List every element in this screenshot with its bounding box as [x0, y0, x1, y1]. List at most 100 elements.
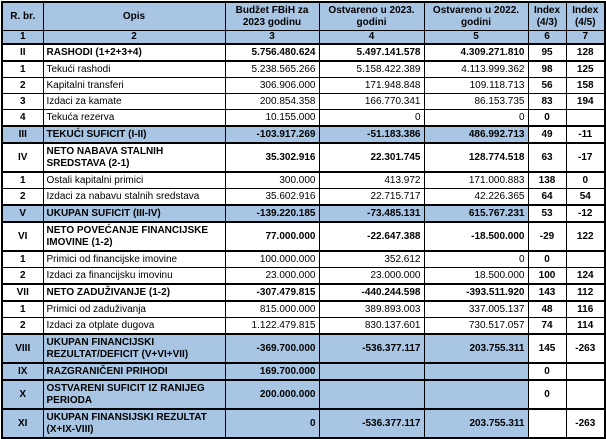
- cell-index-4-5: 114: [565, 317, 606, 335]
- cell-actual-2023: 5.497.141.578: [318, 43, 425, 62]
- cell-row-number: 1: [1, 250, 44, 268]
- cell-row-number: 3: [1, 93, 44, 110]
- cell-row-number: 1: [1, 300, 44, 318]
- table-row: 1 Primici od financijske imovine 100.000…: [1, 250, 606, 268]
- cell-actual-2023: 0: [318, 109, 425, 127]
- table-header: R. br. Opis Budžet FBiH za 2023 godinu O…: [1, 1, 606, 45]
- cell-actual-2022: 730.517.057: [423, 317, 529, 335]
- cell-description: Primici od financijske imovine: [42, 250, 226, 268]
- cell-actual-2023: 352.612: [318, 250, 425, 268]
- cell-row-number: VI: [1, 221, 44, 252]
- cell-row-number: V: [1, 204, 44, 223]
- cell-description: NETO POVEĆANJE FINANCIJSKE IMOVINE (1-2): [42, 221, 226, 252]
- cell-index-4-5: -263: [565, 408, 606, 439]
- cell-description: UKUPAN FINANSIJSKI REZULTAT (X+IX-VIII): [42, 408, 226, 439]
- cell-budget-2023: 0: [224, 408, 320, 439]
- cell-description: TEKUĆI SUFICIT (I-II): [42, 125, 226, 144]
- table-body: II RASHODI (1+2+3+4) 5.756.480.624 5.497…: [1, 43, 606, 439]
- cell-description: UKUPAN SUFICIT (III-IV): [42, 204, 226, 223]
- cell-actual-2022: 42.226.365: [423, 188, 529, 206]
- cell-actual-2023: 22.301.745: [318, 142, 425, 173]
- cell-description: Izdaci za nabavu stalnih sredstava: [42, 188, 226, 206]
- cell-index-4-3: 53: [527, 204, 567, 223]
- cell-actual-2023: -440.244.598: [318, 283, 425, 302]
- cell-budget-2023: -103.917.269: [224, 125, 320, 144]
- cell-row-number: 2: [1, 317, 44, 335]
- cell-actual-2022: 486.992.713: [423, 125, 529, 144]
- table-row: VI NETO POVEĆANJE FINANCIJSKE IMOVINE (1…: [1, 221, 606, 252]
- cell-actual-2022: 0: [423, 109, 529, 127]
- header-label-row: R. br. Opis Budžet FBiH za 2023 godinu O…: [1, 1, 606, 31]
- cell-index-4-3: -29: [527, 221, 567, 252]
- cell-index-4-3: 0: [527, 109, 567, 127]
- col-number-3: 3: [224, 30, 320, 45]
- cell-index-4-5: [565, 379, 606, 410]
- cell-actual-2022: 203.755.311: [423, 333, 529, 364]
- table-row: II RASHODI (1+2+3+4) 5.756.480.624 5.497…: [1, 43, 606, 62]
- table-row: IV NETO NABAVA STALNIH SREDSTAVA (2-1) 3…: [1, 142, 606, 173]
- cell-row-number: 2: [1, 188, 44, 206]
- cell-description: Izdaci za kamate: [42, 93, 226, 110]
- cell-index-4-3: 56: [527, 77, 567, 94]
- cell-index-4-5: 125: [565, 60, 606, 78]
- cell-actual-2022: 171.000.883: [423, 171, 529, 189]
- cell-budget-2023: 300.000: [224, 171, 320, 189]
- cell-actual-2022: 615.767.231: [423, 204, 529, 223]
- cell-index-4-3: 83: [527, 93, 567, 110]
- cell-index-4-3: 145: [527, 333, 567, 364]
- cell-index-4-3: 49: [527, 125, 567, 144]
- col-header-description: Opis: [42, 1, 226, 31]
- cell-index-4-5: -263: [565, 333, 606, 364]
- col-number-2: 2: [42, 30, 226, 45]
- cell-index-4-3: 95: [527, 43, 567, 62]
- table-row: 2 Izdaci za nabavu stalnih sredstava 35.…: [1, 188, 606, 206]
- table-row: IX RAZGRANIČENI PRIHODI 169.700.000 0: [1, 362, 606, 381]
- cell-row-number: VIII: [1, 333, 44, 364]
- table-row: III TEKUĆI SUFICIT (I-II) -103.917.269 -…: [1, 125, 606, 144]
- cell-actual-2023: [318, 379, 425, 410]
- cell-description: RASHODI (1+2+3+4): [42, 43, 226, 62]
- cell-budget-2023: -369.700.000: [224, 333, 320, 364]
- cell-budget-2023: 35.602.916: [224, 188, 320, 206]
- table-row: X OSTVARENI SUFICIT IZ RANIJEG PERIODA 2…: [1, 379, 606, 410]
- cell-actual-2022: 0: [423, 250, 529, 268]
- cell-actual-2022: [423, 362, 529, 381]
- col-number-5: 5: [423, 30, 529, 45]
- cell-index-4-3: 98: [527, 60, 567, 78]
- cell-index-4-5: 54: [565, 188, 606, 206]
- cell-actual-2022: 4.309.271.810: [423, 43, 529, 62]
- cell-description: OSTVARENI SUFICIT IZ RANIJEG PERIODA: [42, 379, 226, 410]
- cell-index-4-3: [527, 408, 567, 439]
- cell-actual-2023: -536.377.117: [318, 408, 425, 439]
- cell-row-number: X: [1, 379, 44, 410]
- cell-description: NETO ZADUŽIVANJE (1-2): [42, 283, 226, 302]
- cell-actual-2023: 171.948.848: [318, 77, 425, 94]
- cell-budget-2023: 200.854.358: [224, 93, 320, 110]
- cell-actual-2023: 413.972: [318, 171, 425, 189]
- cell-row-number: III: [1, 125, 44, 144]
- cell-index-4-3: 74: [527, 317, 567, 335]
- cell-row-number: 2: [1, 77, 44, 94]
- cell-actual-2023: 830.137.601: [318, 317, 425, 335]
- cell-description: NETO NABAVA STALNIH SREDSTAVA (2-1): [42, 142, 226, 173]
- table-row: 1 Primici od zaduživanja 815.000.000 389…: [1, 300, 606, 318]
- cell-description: Primici od zaduživanja: [42, 300, 226, 318]
- cell-row-number: IV: [1, 142, 44, 173]
- cell-budget-2023: 10.155.000: [224, 109, 320, 127]
- col-header-index-4-5: Index (4/5): [565, 1, 606, 31]
- cell-description: Tekuća rezerva: [42, 109, 226, 127]
- cell-index-4-5: -17: [565, 142, 606, 173]
- table-row: VII NETO ZADUŽIVANJE (1-2) -307.479.815 …: [1, 283, 606, 302]
- cell-description: Tekući rashodi: [42, 60, 226, 78]
- cell-description: Kapitalni transferi: [42, 77, 226, 94]
- cell-actual-2022: 18.500.000: [423, 267, 529, 285]
- cell-index-4-5: 116: [565, 300, 606, 318]
- cell-budget-2023: -139.220.185: [224, 204, 320, 223]
- cell-actual-2022: [423, 379, 529, 410]
- cell-index-4-3: 63: [527, 142, 567, 173]
- cell-row-number: VII: [1, 283, 44, 302]
- cell-budget-2023: 77.000.000: [224, 221, 320, 252]
- table-row: 2 Izdaci za otplate dugova 1.122.479.815…: [1, 317, 606, 335]
- cell-row-number: 4: [1, 109, 44, 127]
